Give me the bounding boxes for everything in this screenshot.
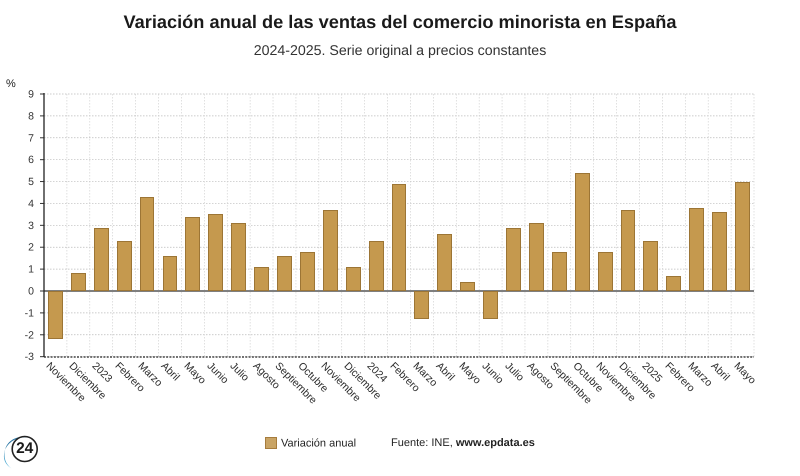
svg-text:3: 3 bbox=[28, 220, 34, 232]
svg-text:-3: -3 bbox=[25, 351, 34, 363]
svg-text:4: 4 bbox=[28, 198, 34, 210]
svg-text:5: 5 bbox=[28, 176, 34, 188]
svg-text:6: 6 bbox=[28, 154, 34, 166]
svg-text:7: 7 bbox=[28, 132, 34, 144]
svg-text:2: 2 bbox=[28, 242, 34, 254]
svg-text:0: 0 bbox=[28, 286, 34, 298]
svg-text:1: 1 bbox=[28, 264, 34, 276]
svg-text:9: 9 bbox=[28, 89, 34, 101]
svg-text:8: 8 bbox=[28, 110, 34, 122]
svg-text:-2: -2 bbox=[25, 329, 34, 341]
svg-text:-1: -1 bbox=[25, 307, 34, 319]
